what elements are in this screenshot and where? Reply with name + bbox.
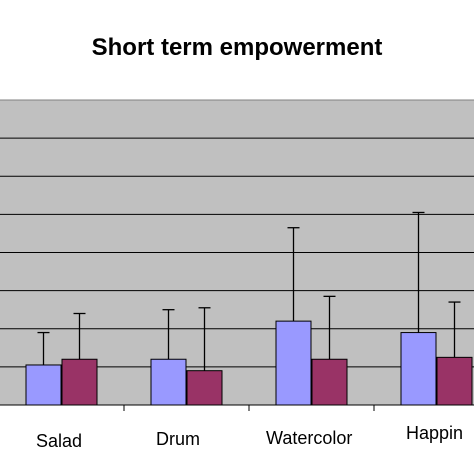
bar (61, 358, 98, 406)
category-label: Watercolor (266, 428, 352, 448)
bar (400, 332, 437, 406)
chart-title: Short term empowerment (91, 34, 383, 61)
category-label: Salad (36, 431, 82, 451)
bar (275, 320, 312, 406)
bar (436, 356, 473, 406)
bar (25, 364, 62, 406)
bar (311, 358, 348, 406)
category-label: Drum (156, 429, 200, 449)
bar (150, 358, 187, 406)
bar (186, 370, 223, 406)
category-label: Happin (406, 423, 463, 443)
